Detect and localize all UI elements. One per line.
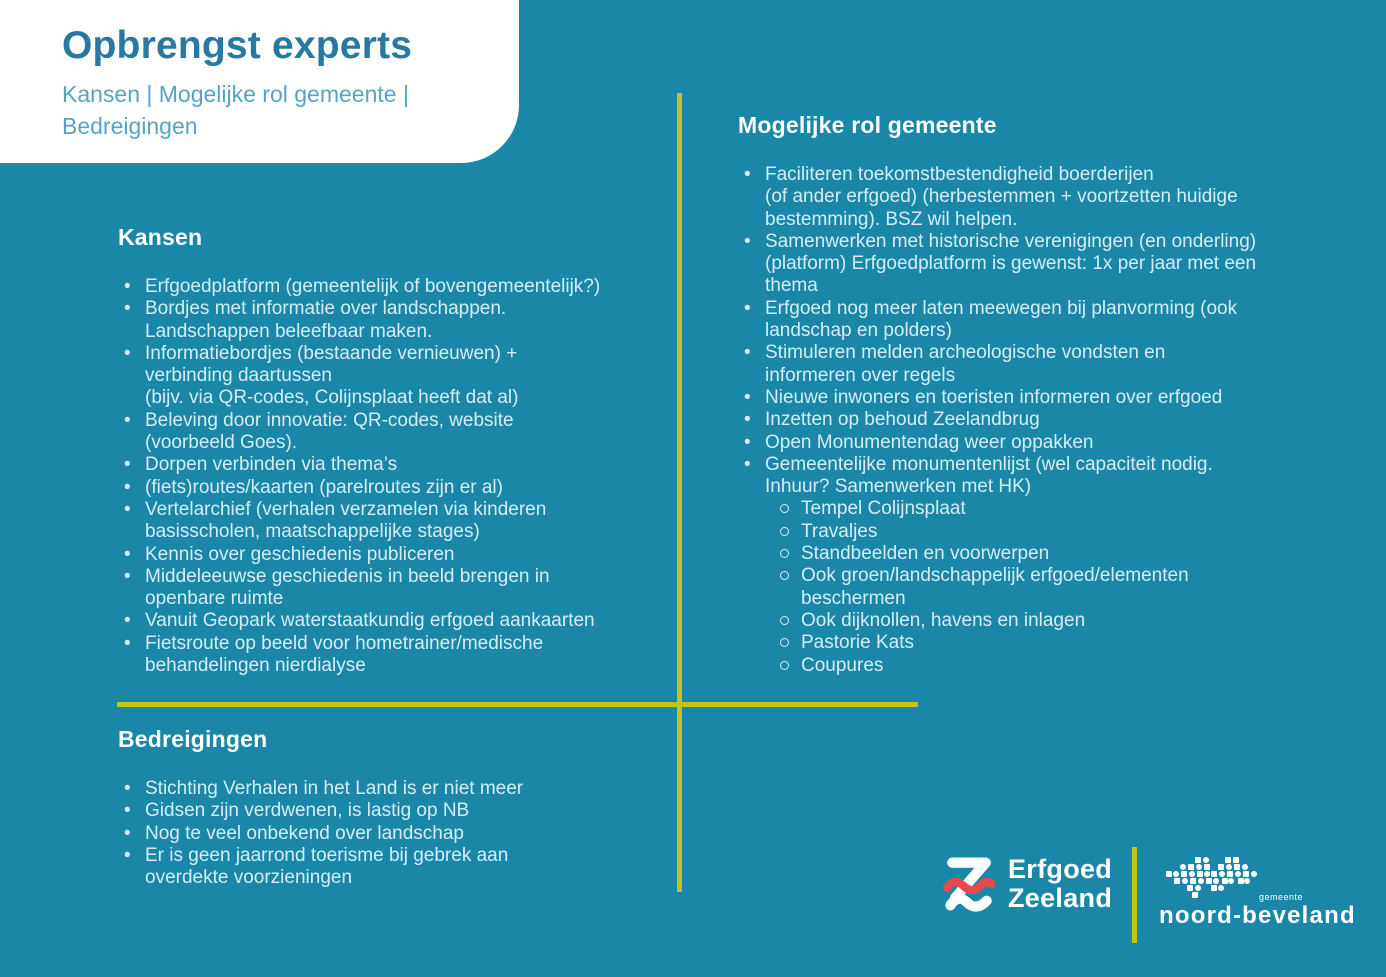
list-item: Nieuwe inwoners en toeristen informeren … [738, 387, 1356, 410]
list-item: Stichting Verhalen in het Land is er nie… [118, 778, 683, 801]
section-kansen-heading: Kansen [118, 224, 203, 250]
section-bedreigingen: Bedreigingen Stichting Verhalen in het L… [118, 726, 683, 889]
list-item: (fiets)routes/kaarten (parelroutes zijn … [118, 477, 683, 500]
list-item: Faciliteren toekomstbestendigheid boerde… [738, 164, 1356, 231]
header-card: Opbrengst experts Kansen | Mogelijke rol… [0, 0, 519, 163]
list-item: Beleving door innovatie: QR-codes, websi… [118, 410, 683, 455]
erfgoed-zeeland-wordmark: Erfgoed Zeeland [1008, 855, 1112, 913]
list-item: Gemeentelijke monumentenlijst (wel capac… [738, 454, 1356, 677]
list-item: Erfgoed nog meer laten meewegen bij plan… [738, 298, 1356, 343]
list-item: Erfgoedplatform (gemeentelijk of bovenge… [118, 276, 683, 299]
sublist-item: Ook groen/landschappelijk erfgoed/elemen… [773, 565, 1356, 610]
noord-beveland-wordmark: gemeente noord-beveland [1159, 892, 1356, 930]
page-subtitle: Kansen | Mogelijke rol gemeente | Bedrei… [62, 81, 409, 139]
noord-beveland-logo: gemeente noord-beveland [1159, 856, 1356, 930]
list-item: Inzetten op behoud Zeelandbrug [738, 409, 1356, 432]
list-item: Informatiebordjes (bestaande vernieuwen)… [118, 343, 683, 410]
footer-logo-divider [1132, 847, 1137, 943]
list-item: Middeleeuwse geschiedenis in beeld breng… [118, 566, 683, 611]
sublist: Tempel Colijnsplaat Travaljes Standbeelden… [773, 498, 1356, 676]
sublist-item: Ook dijknollen, havens en inlagen [773, 610, 1356, 632]
kansen-list: Erfgoedplatform (gemeentelijk of bovenge… [118, 276, 683, 677]
noord-beveland-name: noord-beveland [1159, 902, 1356, 929]
erfgoed-zeeland-z-icon [943, 857, 995, 912]
divider-horizontal [117, 702, 918, 707]
rol-list: Faciliteren toekomstbestendigheid boerde… [738, 164, 1356, 677]
noord-beveland-island-icon [1166, 857, 1257, 898]
list-item: Dorpen verbinden via thema’s [118, 454, 683, 477]
sublist-item: Coupures [773, 655, 1356, 677]
list-item: Open Monumentendag weer oppakken [738, 432, 1356, 455]
list-item: Nog te veel onbekend over landschap [118, 823, 683, 846]
sublist-item: Pastorie Kats [773, 632, 1356, 654]
list-item: Er is geen jaarrond toerisme bij gebrek … [118, 845, 683, 890]
page-title: Opbrengst experts [62, 24, 413, 67]
list-item: Vertelarchief (verhalen verzamelen via k… [118, 499, 683, 544]
erfgoed-zeeland-line1: Erfgoed [1008, 854, 1113, 884]
list-item: Fietsroute op beeld voor hometrainer/med… [118, 633, 683, 678]
noord-beveland-gemeente-label: gemeente [1259, 892, 1304, 902]
list-item: Gidsen zijn verdwenen, is lastig op NB [118, 800, 683, 823]
section-rol-heading: Mogelijke rol gemeente [738, 112, 997, 138]
list-item: Kennis over geschiedenis publiceren [118, 544, 683, 567]
bedreigingen-list: Stichting Verhalen in het Land is er nie… [118, 778, 683, 889]
list-item: Vanuit Geopark waterstaatkundig erfgoed … [118, 610, 683, 633]
section-kansen: Kansen Erfgoedplatform (gemeentelijk of … [118, 224, 683, 677]
sublist-item: Standbeelden en voorwerpen [773, 543, 1356, 565]
erfgoed-zeeland-logo: Erfgoed Zeeland [943, 852, 1112, 916]
list-item: Samenwerken met historische verenigingen… [738, 231, 1356, 298]
erfgoed-zeeland-line2: Zeeland [1008, 883, 1113, 913]
section-mogelijke-rol-gemeente: Mogelijke rol gemeente Faciliteren toeko… [738, 112, 1356, 677]
list-item: Stimuleren melden archeologische vondste… [738, 342, 1356, 387]
list-item: Bordjes met informatie over landschappen… [118, 298, 683, 343]
section-bedreigingen-heading: Bedreigingen [118, 726, 268, 752]
sublist-item: Tempel Colijnsplaat [773, 498, 1356, 520]
sublist-item: Travaljes [773, 521, 1356, 543]
